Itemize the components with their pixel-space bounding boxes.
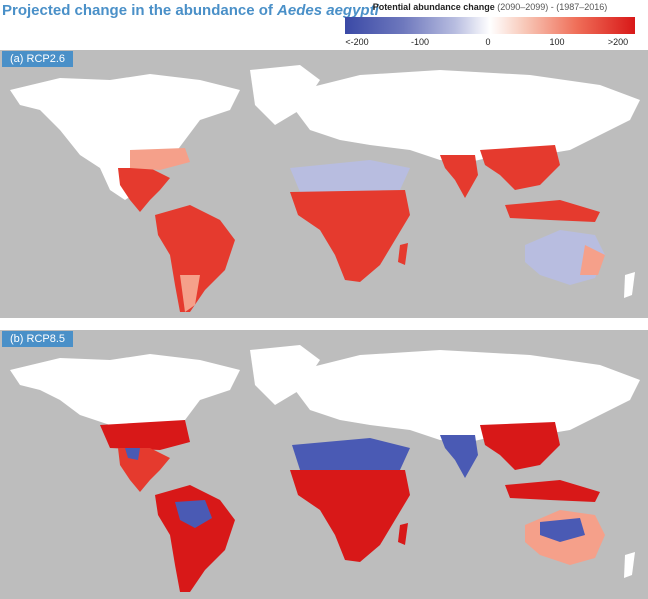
landmass-us-south [100,420,190,450]
landmass-africa-north [290,160,410,192]
color-legend: Potential abundance change (2090–2099) -… [345,2,635,47]
landmass-india [440,155,478,198]
legend-title: Potential abundance change (2090–2099) -… [345,2,635,12]
landmass-southeast-asia [480,422,560,470]
legend-ticks: <-200 -100 0 100 >200 [345,37,635,49]
landmass-india [440,435,478,478]
title-species: Aedes aegypti [277,2,379,19]
landmass-africa [290,190,410,282]
landmass-central-america [118,168,170,212]
world-map-rcp26 [10,65,640,312]
panel-label-rcp26: (a) RCP2.6 [2,51,74,67]
landmass-eurasia [295,70,640,162]
map-panel-rcp26: (a) RCP2.6 [0,50,648,318]
landmass-new-zealand [624,552,635,578]
legend-tick: >200 [607,37,629,47]
landmass-australia-east [580,245,605,275]
landmass-indonesia [505,200,600,222]
landmass-greenland [250,345,320,405]
map-panel-rcp85: (b) RCP8.5 [0,330,648,599]
landmass-indonesia [505,480,600,502]
landmass-south-america-south [180,275,200,312]
landmass-us-south [130,148,190,170]
legend-tick: 100 [549,37,565,47]
landmass-africa [290,470,410,562]
landmass-eurasia [295,350,640,442]
figure-title: Projected change in the abundance of Aed… [2,2,379,19]
legend-tick: 0 [485,37,491,47]
panel-label-rcp85: (b) RCP8.5 [2,331,74,347]
landmass-south-america [155,485,235,592]
legend-period: (2090–2099) - (1987–2016) [494,2,608,12]
legend-tick: -100 [410,37,430,47]
legend-color-bar [345,17,635,34]
landmass-madagascar [398,523,408,545]
landmass-africa-north [292,438,410,470]
landmass-madagascar [398,243,408,265]
landmass-greenland [250,65,320,125]
landmass-north-america [10,74,240,200]
landmass-amazon-decrease [175,500,212,528]
landmass-central-america [118,448,170,492]
landmass-south-america [155,205,235,312]
world-map-rcp85 [10,345,640,592]
landmass-southeast-asia [480,145,560,190]
landmass-north-america [10,354,240,425]
legend-label: Potential abundance change [372,2,495,12]
landmass-new-zealand [624,272,635,298]
title-text: Projected change in the abundance of [2,2,278,19]
landmass-mexico-decrease [125,448,140,460]
legend-tick: <-200 [345,37,369,47]
landmass-australia-interior [540,518,585,542]
